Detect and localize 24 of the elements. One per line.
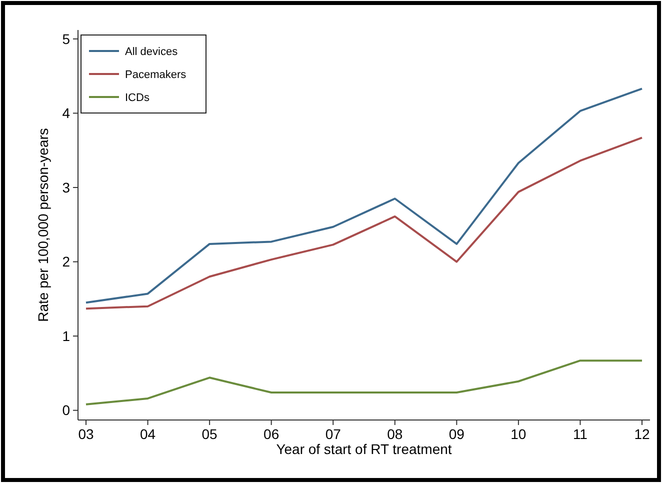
y-tick-label: 1	[62, 328, 70, 344]
x-tick-label: 11	[572, 426, 588, 442]
line-series	[85, 88, 643, 304]
line-series	[85, 136, 643, 310]
x-tick-label: 04	[140, 426, 156, 442]
x-tick-label: 10	[510, 426, 526, 442]
x-tick-label: 08	[387, 426, 403, 442]
y-tick-label: 5	[62, 30, 70, 47]
legend-label: Pacemakers	[125, 68, 187, 81]
y-tick-label: 4	[62, 105, 70, 122]
legend-label: ICDs	[125, 92, 150, 104]
x-tick-label: 12	[634, 426, 650, 442]
x-tick-label: 06	[264, 426, 280, 442]
legend-label: All devices	[125, 46, 178, 58]
x-axis-title: Year of start of RT treatment	[276, 441, 452, 457]
x-tick-label: 07	[325, 426, 342, 442]
x-tick-label: 03	[78, 426, 94, 442]
y-tick-label: 0	[62, 402, 70, 418]
line-series	[85, 360, 643, 406]
y-tick-label: 3	[62, 179, 70, 196]
y-tick-label: 2	[62, 254, 70, 270]
x-tick-label: 09	[448, 426, 465, 442]
y-axis-title: Rate per 100,000 person-years	[35, 128, 51, 322]
x-tick-label: 05	[202, 426, 218, 442]
